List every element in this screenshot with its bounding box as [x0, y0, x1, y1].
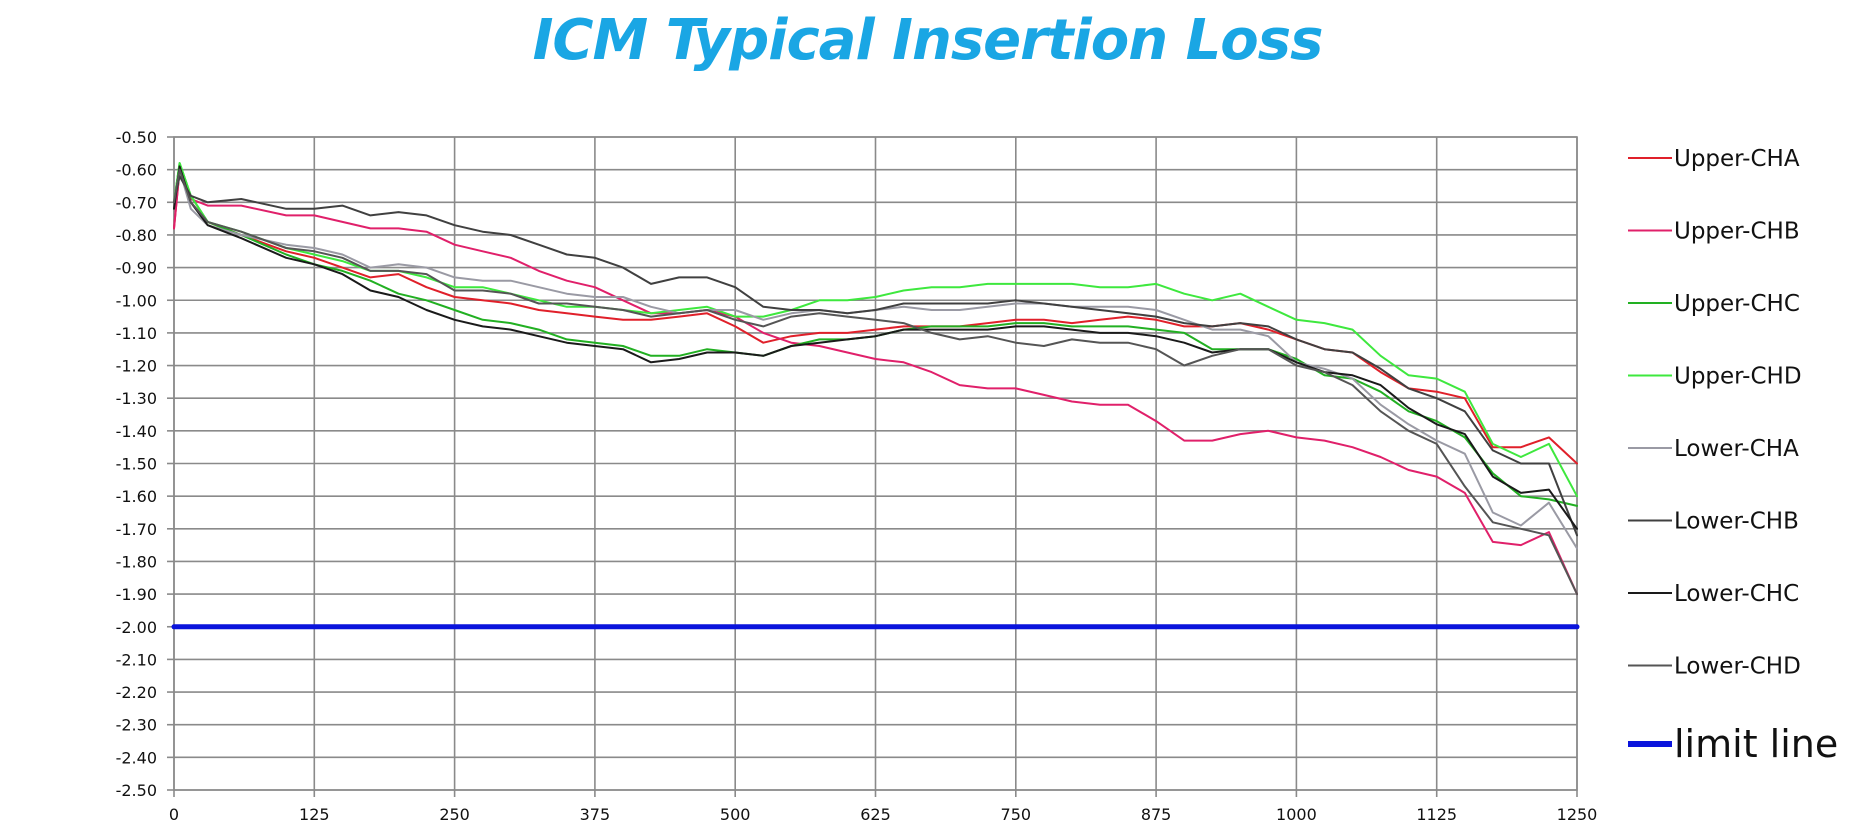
chart-title: ICM Typical Insertion Loss	[532, 8, 1324, 73]
y-tick-label: -0.80	[116, 226, 157, 245]
x-tick-label: 125	[299, 805, 330, 824]
series-line-lower-chd	[173, 168, 1578, 596]
legend-label: Upper-CHA	[1674, 146, 1800, 172]
legend-item-upper-chd: Upper-CHD	[1628, 364, 1802, 390]
x-tick-label: 0	[169, 805, 179, 824]
y-axis: -0.50 -0.60 -0.70 -0.80 -0.90 -1.00 -1.10 -1.20…	[116, 128, 157, 800]
legend-item-limit-line: limit line	[1628, 722, 1838, 766]
series-group	[171, 162, 1580, 630]
series-line-lower-chb	[173, 175, 1578, 537]
legend-item-upper-chc: Upper-CHC	[1628, 291, 1800, 317]
legend: Upper-CHA Upper-CHB Upper-CHC Upper-CHD Lowe…	[1628, 146, 1838, 766]
legend-label: Lower-CHD	[1674, 654, 1801, 680]
y-tick-label: -2.50	[116, 781, 157, 800]
legend-label: Lower-CHB	[1674, 509, 1799, 535]
legend-label: Lower-CHA	[1674, 436, 1799, 462]
x-tick-label: 250	[439, 805, 470, 824]
x-tick-label: 625	[860, 805, 891, 824]
x-tick-label: 1000	[1276, 805, 1317, 824]
legend-item-lower-cha: Lower-CHA	[1628, 436, 1799, 462]
legend-item-lower-chc: Lower-CHC	[1628, 581, 1799, 607]
legend-label: Upper-CHD	[1674, 364, 1802, 390]
x-tick-label: 750	[1001, 805, 1032, 824]
y-tick-label: -2.10	[116, 650, 157, 669]
y-tick-label: -2.20	[116, 683, 157, 702]
legend-label: Lower-CHC	[1674, 581, 1799, 607]
y-tick-label: -1.20	[116, 357, 157, 376]
y-tick-label: -0.90	[116, 259, 157, 278]
y-tick-label: -2.30	[116, 716, 157, 735]
x-tick-label: 1250	[1557, 805, 1598, 824]
y-tick-label: -1.50	[116, 455, 157, 474]
legend-label: limit line	[1674, 722, 1838, 766]
y-tick-label: -1.30	[116, 389, 157, 408]
legend-item-lower-chb: Lower-CHB	[1628, 509, 1799, 535]
series-line-lower-chc	[173, 165, 1578, 530]
y-tick-label: -1.90	[116, 585, 157, 604]
legend-item-lower-chd: Lower-CHD	[1628, 654, 1801, 680]
series-line-upper-chb	[173, 168, 1578, 596]
x-tick-label: 1125	[1416, 805, 1457, 824]
y-tick-label: -0.70	[116, 193, 157, 212]
y-tick-label: -2.40	[116, 748, 157, 767]
y-tick-label: -1.00	[116, 291, 157, 310]
legend-item-upper-chb: Upper-CHB	[1628, 219, 1800, 245]
y-tick-label: -2.00	[116, 618, 157, 637]
grid	[167, 136, 1578, 797]
x-tick-label: 875	[1141, 805, 1172, 824]
y-tick-label: -1.60	[116, 487, 157, 506]
y-tick-label: -0.50	[116, 128, 157, 147]
legend-label: Upper-CHB	[1674, 219, 1800, 245]
y-tick-label: -1.80	[116, 552, 157, 571]
x-tick-label: 375	[580, 805, 611, 824]
y-tick-label: -1.70	[116, 520, 157, 539]
y-tick-label: -1.10	[116, 324, 157, 343]
y-tick-label: -0.60	[116, 161, 157, 180]
legend-label: Upper-CHC	[1674, 291, 1800, 317]
legend-item-upper-cha: Upper-CHA	[1628, 146, 1800, 172]
x-axis: 0 125 250 375 500 625 750 875 1000 1125 1250	[169, 805, 1597, 824]
x-tick-label: 500	[720, 805, 751, 824]
y-tick-label: -1.40	[116, 422, 157, 441]
